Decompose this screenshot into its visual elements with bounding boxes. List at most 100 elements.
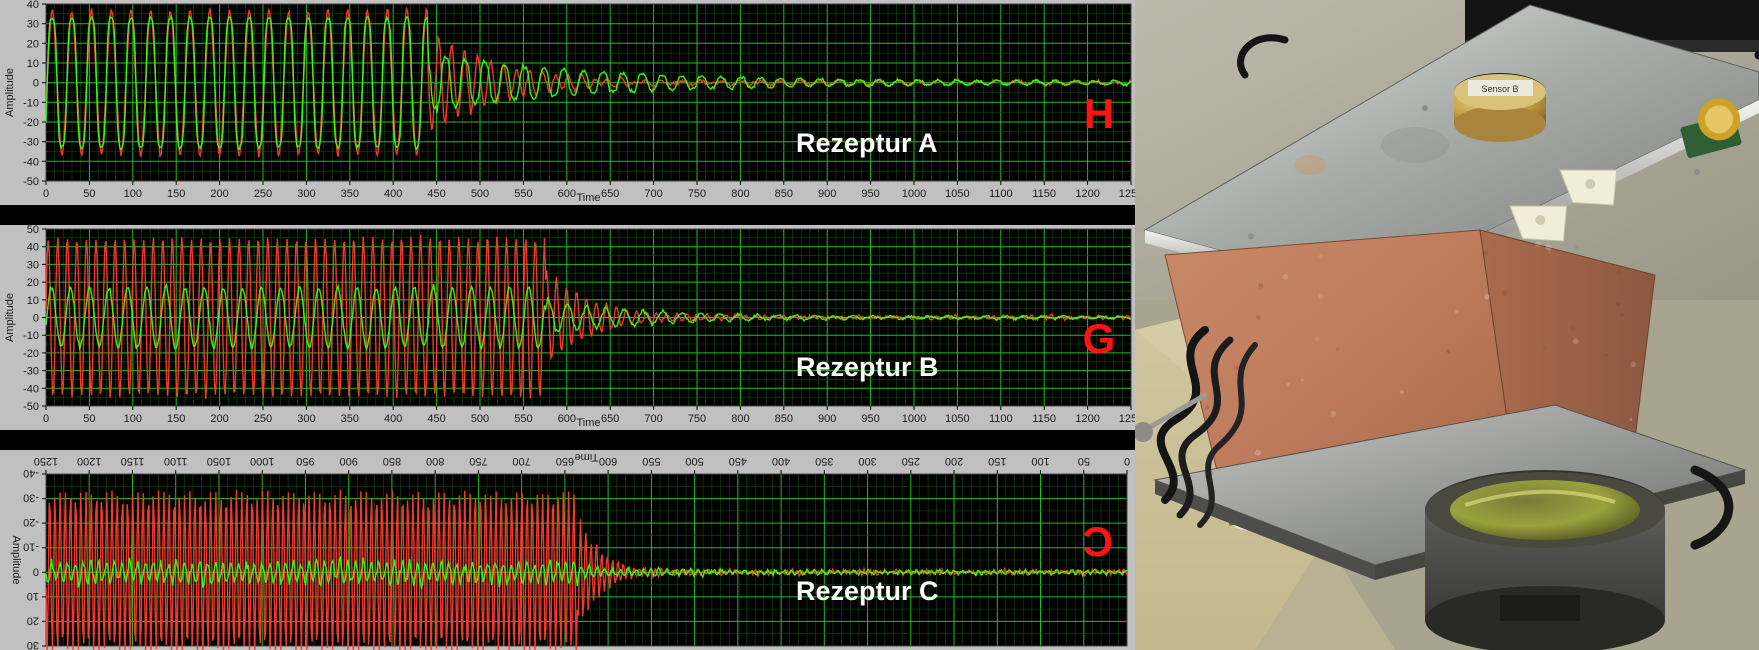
svg-text:30: 30	[27, 259, 39, 271]
svg-text:50: 50	[27, 225, 39, 236]
svg-text:150: 150	[167, 413, 185, 425]
svg-text:1250: 1250	[1119, 188, 1135, 200]
svg-text:750: 750	[688, 188, 706, 200]
svg-text:0: 0	[33, 78, 39, 90]
svg-text:0: 0	[43, 188, 49, 200]
svg-text:1150: 1150	[121, 455, 145, 467]
svg-text:900: 900	[818, 188, 836, 200]
svg-text:1000: 1000	[902, 413, 926, 425]
svg-text:1250: 1250	[1119, 413, 1135, 425]
svg-text:50: 50	[83, 188, 95, 200]
svg-text:1200: 1200	[1075, 188, 1099, 200]
svg-text:500: 500	[685, 455, 703, 467]
svg-text:700: 700	[644, 188, 662, 200]
svg-text:Sensor B: Sensor B	[1481, 84, 1518, 94]
svg-text:1150: 1150	[1032, 413, 1056, 425]
svg-text:Time: Time	[574, 451, 598, 463]
svg-text:350: 350	[341, 188, 359, 200]
svg-text:C: C	[1083, 518, 1113, 565]
svg-text:Amplitude: Amplitude	[10, 536, 22, 585]
svg-text:40: 40	[27, 242, 39, 254]
svg-text:1050: 1050	[207, 455, 231, 467]
svg-text:300: 300	[858, 455, 876, 467]
svg-text:450: 450	[427, 413, 445, 425]
svg-text:400: 400	[772, 455, 790, 467]
svg-text:0: 0	[1124, 455, 1130, 467]
svg-text:0: 0	[33, 313, 39, 325]
svg-text:200: 200	[210, 188, 228, 200]
svg-text:1100: 1100	[164, 455, 188, 467]
svg-text:Rezeptur B: Rezeptur B	[796, 352, 939, 382]
svg-text:30: 30	[27, 19, 39, 31]
svg-text:20: 20	[27, 277, 39, 289]
svg-text:1150: 1150	[1032, 188, 1056, 200]
svg-text:-10: -10	[23, 541, 39, 553]
svg-text:850: 850	[383, 455, 401, 467]
svg-text:40: 40	[27, 0, 39, 11]
svg-text:600: 600	[558, 188, 576, 200]
svg-text:-30: -30	[23, 137, 39, 149]
svg-text:100: 100	[124, 188, 142, 200]
svg-text:850: 850	[775, 413, 793, 425]
svg-text:200: 200	[945, 455, 963, 467]
svg-text:350: 350	[341, 413, 359, 425]
svg-text:-20: -20	[23, 117, 39, 129]
svg-text:600: 600	[599, 455, 617, 467]
svg-text:20: 20	[27, 38, 39, 50]
svg-text:Rezeptur A: Rezeptur A	[796, 128, 938, 158]
svg-text:-20: -20	[23, 348, 39, 360]
svg-text:300: 300	[297, 188, 315, 200]
svg-text:0: 0	[43, 413, 49, 425]
svg-text:650: 650	[601, 188, 619, 200]
svg-text:0: 0	[33, 565, 39, 577]
svg-text:-40: -40	[23, 467, 39, 479]
svg-text:1000: 1000	[250, 455, 274, 467]
svg-text:-40: -40	[23, 383, 39, 395]
svg-text:250: 250	[902, 455, 920, 467]
svg-text:100: 100	[124, 413, 142, 425]
svg-text:700: 700	[644, 413, 662, 425]
svg-text:1200: 1200	[1075, 413, 1099, 425]
svg-text:400: 400	[384, 413, 402, 425]
svg-text:20: 20	[27, 614, 39, 626]
svg-text:50: 50	[1078, 455, 1090, 467]
svg-text:950: 950	[296, 455, 314, 467]
svg-text:450: 450	[729, 455, 747, 467]
svg-text:850: 850	[775, 188, 793, 200]
svg-text:650: 650	[556, 455, 574, 467]
svg-text:250: 250	[254, 188, 272, 200]
svg-text:30: 30	[27, 639, 39, 650]
svg-text:1050: 1050	[945, 188, 969, 200]
svg-text:800: 800	[426, 455, 444, 467]
svg-text:1250: 1250	[34, 455, 58, 467]
svg-text:-10: -10	[23, 97, 39, 109]
svg-text:400: 400	[384, 188, 402, 200]
svg-text:750: 750	[688, 413, 706, 425]
svg-text:Time: Time	[576, 417, 600, 429]
svg-text:550: 550	[514, 413, 532, 425]
svg-text:650: 650	[601, 413, 619, 425]
svg-text:10: 10	[27, 295, 39, 307]
svg-text:-50: -50	[23, 401, 39, 413]
svg-text:100: 100	[1031, 455, 1049, 467]
svg-text:Rezeptur C: Rezeptur C	[796, 576, 939, 606]
svg-text:950: 950	[861, 188, 879, 200]
svg-text:800: 800	[731, 413, 749, 425]
svg-text:-10: -10	[23, 330, 39, 342]
svg-text:450: 450	[427, 188, 445, 200]
svg-text:350: 350	[815, 455, 833, 467]
svg-text:1100: 1100	[989, 413, 1013, 425]
svg-text:-30: -30	[23, 366, 39, 378]
svg-text:500: 500	[471, 188, 489, 200]
svg-text:500: 500	[471, 413, 489, 425]
svg-text:-20: -20	[23, 516, 39, 528]
svg-text:800: 800	[731, 188, 749, 200]
svg-text:950: 950	[861, 413, 879, 425]
svg-text:250: 250	[254, 413, 272, 425]
svg-text:1100: 1100	[989, 188, 1013, 200]
svg-text:300: 300	[297, 413, 315, 425]
svg-text:Amplitude: Amplitude	[4, 293, 16, 342]
svg-text:750: 750	[469, 455, 487, 467]
svg-text:200: 200	[210, 413, 228, 425]
svg-text:-30: -30	[23, 492, 39, 504]
